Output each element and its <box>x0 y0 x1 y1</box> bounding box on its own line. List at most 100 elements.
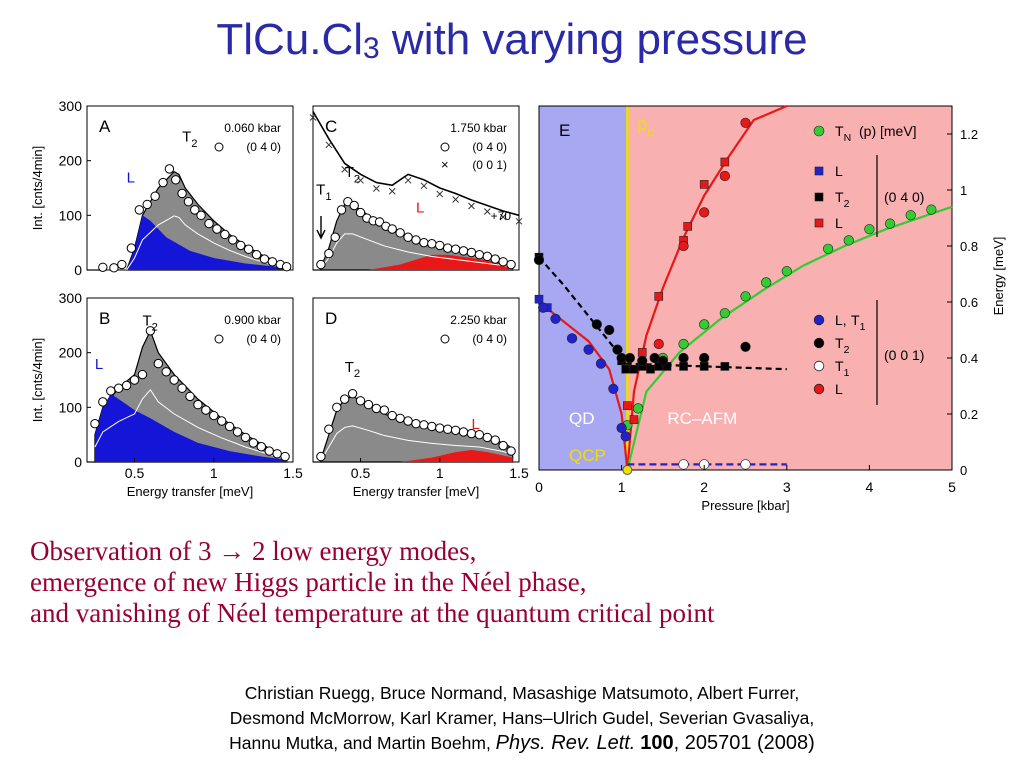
panel-c-data-point <box>395 228 405 238</box>
panel-a-y-tick-label: 0 <box>74 262 82 278</box>
panel-e-point-black-circle <box>612 344 623 355</box>
panel-e-point-green-circle <box>633 403 644 414</box>
panel-a-data-point <box>267 257 278 267</box>
panel-e-afm-label: RC–AFM <box>667 409 737 428</box>
panel-e-point-blue-circle <box>608 383 619 394</box>
panel-d-data-point <box>506 446 516 456</box>
panel-a-mode-line <box>126 215 287 271</box>
panel-c-data-point <box>474 249 485 260</box>
panel-b-legend-marker <box>214 334 224 344</box>
panel-a-data-point <box>243 244 254 254</box>
panel-b-mode-label-l: L <box>95 356 103 373</box>
panel-e-y-tick-label: 0.4 <box>960 351 978 366</box>
panel-e-x-tick-label: 4 <box>866 479 874 495</box>
panel-d-data-point <box>379 405 390 415</box>
panel-a-blue-fill <box>126 215 287 270</box>
panel-c-cross-point <box>388 187 396 195</box>
panel-e-y-tick-label: 1.2 <box>960 127 978 142</box>
panel-e-point-blue-circle <box>595 358 607 369</box>
panel-e-point-white-circle <box>678 459 689 470</box>
panel-a-data-point <box>204 218 214 229</box>
panel-d-legend-marker <box>440 334 450 344</box>
panel-b-mode-line <box>94 389 287 460</box>
panel-c-cross-point <box>499 213 507 221</box>
panel-b-data-point <box>98 397 108 407</box>
panel-e-x-axis-label: Pressure [kbar] <box>701 498 789 513</box>
panel-b-data-point <box>129 375 140 385</box>
panel-c-data-point <box>482 251 493 262</box>
panel-e-y-tick-label: 0.6 <box>960 295 978 310</box>
panel-e-point-green-circle <box>822 243 834 254</box>
panel-b-data-point <box>177 383 187 393</box>
panel-c-data-point <box>324 248 334 259</box>
panel-e-legend-entry: L <box>835 215 843 231</box>
panel-b-data-point <box>161 367 171 377</box>
panel-b-data-point <box>248 438 259 448</box>
panel-c-legend-cross: × <box>441 157 449 172</box>
title-rest: with varying pressure <box>379 15 808 64</box>
panel-a-letter: A <box>99 117 111 136</box>
panel-c-cross-point <box>420 182 428 190</box>
panel-e-legend-marker <box>814 166 824 176</box>
panel-d-data-point <box>458 427 469 437</box>
panel-e-point-red-square <box>699 180 709 189</box>
panel-e-point-green-circle <box>699 319 710 330</box>
panel-e-legend-text: (p) [meV] <box>859 123 917 139</box>
panel-e-point-black-circle <box>591 319 602 330</box>
panel-c-data-point <box>374 217 385 227</box>
panel-e-legend-marker <box>813 337 825 349</box>
panel-e-point-black-square <box>679 362 688 371</box>
caption-line-2: emergence of new Higgs particle in the N… <box>30 567 587 597</box>
panel-b-y-tick-label: 300 <box>59 290 83 306</box>
panel-d-data-point <box>332 402 342 413</box>
panel-d-data-point <box>387 410 397 421</box>
panel-e-point-black-square <box>646 364 655 374</box>
panel-a-mode-label-l: L <box>127 170 135 187</box>
panel-e-point-black-square <box>621 364 631 374</box>
panel-e-point-red-circle <box>653 338 664 350</box>
panel-a-data-point <box>251 249 262 260</box>
panel-b-data-point <box>216 416 227 426</box>
panel-e-point-black-circle <box>740 341 751 352</box>
panel-c-data-point <box>450 244 461 254</box>
panel-b-data-point <box>121 380 132 391</box>
panel-c-mode-line <box>320 233 513 269</box>
panel-a-data-point <box>164 164 175 174</box>
panel-d-data-point <box>435 423 445 433</box>
title-main: TlCu.Cl <box>216 15 364 64</box>
panel-d-data-point <box>411 419 421 429</box>
panel-b-x-tick-label: 1.5 <box>283 465 303 481</box>
panel-c-data-point <box>427 239 437 249</box>
panel-c-legend-text: (0 0 1) <box>472 158 507 172</box>
panel-c-data-point <box>411 235 421 245</box>
panel-e-y-tick-label: 0.2 <box>960 407 978 422</box>
panel-d-red-fill <box>400 449 513 462</box>
authors-line-2: Desmond McMorrow, Karl Kramer, Hans–Ulri… <box>229 708 815 728</box>
panel-d-data-point <box>316 451 326 462</box>
panel-d-x-axis-label: Energy transfer [meV] <box>353 484 479 499</box>
panel-d-data-point <box>490 435 500 445</box>
caption-line-1: Observation of 3 → 2 low energy modes, <box>30 536 477 566</box>
panel-c-data-point <box>349 200 359 211</box>
panel-e-legend-marker <box>813 314 825 326</box>
panel-e-legend-entry: L <box>835 381 843 397</box>
panel-e-point-blue-square <box>534 294 544 304</box>
panel-e-point-red-square <box>683 222 692 231</box>
panel-d-x-tick-label: 1.5 <box>509 465 529 481</box>
panel-c-data-point <box>466 247 477 258</box>
panel-d-data-point <box>403 416 413 426</box>
panel-e-point-red-square <box>654 292 664 301</box>
panel-e-legend-entry: L, <box>835 312 847 328</box>
panel-b-data-point <box>185 391 195 402</box>
panel-c-data-point <box>316 259 326 270</box>
panel-e-letter: E <box>559 121 570 140</box>
panel-a-data-point <box>134 205 144 215</box>
panel-a-data-point <box>220 229 230 240</box>
panel-e-point-blue-circle <box>566 333 578 344</box>
panel-e-legend-q: (0 4 0) <box>884 189 924 205</box>
panel-e-x-tick-label: 5 <box>948 479 956 495</box>
journal-name: Phys. Rev. Lett. <box>495 732 636 754</box>
authors-line-3: Hannu Mutka, and Martin Boehm, Phys. Rev… <box>0 731 1024 756</box>
panel-e-frame <box>538 105 953 471</box>
panel-c-data-point <box>419 237 429 248</box>
